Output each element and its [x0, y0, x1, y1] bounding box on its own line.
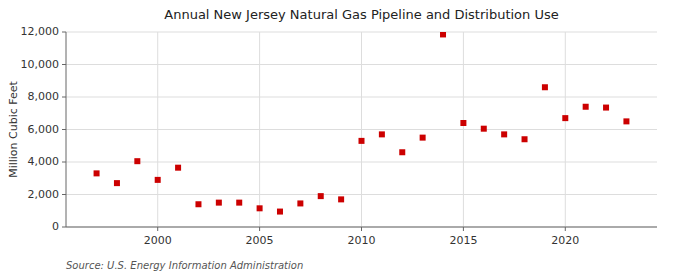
point: [481, 126, 487, 132]
point: [379, 131, 385, 137]
y-tick: [62, 162, 66, 163]
point: [542, 84, 548, 90]
point: [583, 104, 589, 110]
y-tick: [62, 97, 66, 98]
y-tick-label: 0: [52, 220, 59, 233]
y-tick: [62, 64, 66, 65]
x-tick-label: 2015: [449, 234, 477, 247]
y-tick-label: 6,000: [28, 123, 60, 136]
point: [501, 131, 507, 137]
x-grid-line: [361, 32, 362, 227]
x-grid-line: [565, 32, 566, 227]
y-tick-label: 10,000: [21, 58, 60, 71]
x-tick-label: 2005: [246, 234, 274, 247]
y-tick: [62, 129, 66, 130]
x-tick: [157, 227, 158, 231]
point: [195, 201, 201, 207]
x-axis-line: [66, 227, 657, 228]
x-tick: [361, 227, 362, 231]
y-tick: [62, 32, 66, 33]
x-tick-label: 2000: [144, 234, 172, 247]
x-tick-label: 2010: [348, 234, 376, 247]
point: [257, 205, 263, 211]
x-grid-line: [463, 32, 464, 227]
points: [94, 32, 630, 215]
y-tick: [62, 227, 66, 228]
point: [420, 135, 426, 141]
point: [603, 105, 609, 111]
point: [460, 120, 466, 126]
source-note: Source: U.S. Energy Information Administ…: [66, 260, 303, 271]
point: [134, 158, 140, 164]
point: [440, 32, 446, 37]
x-tick: [259, 227, 260, 231]
x-grid-line: [157, 32, 158, 227]
point: [623, 118, 629, 124]
chart: 0 2,000 4,000 6,000 8,000 10,000 12,000 2000 200…: [0, 0, 675, 275]
point: [114, 180, 120, 186]
point: [94, 170, 100, 176]
x-tick: [463, 227, 464, 231]
point: [297, 200, 303, 206]
point: [277, 209, 283, 215]
y-tick: [62, 194, 66, 195]
x-tick-label: 2020: [551, 234, 579, 247]
y-tick-label: 2,000: [28, 188, 60, 201]
point: [399, 149, 405, 155]
grid: [66, 32, 657, 227]
y-axis-label: Million Cubic Feet: [7, 80, 20, 177]
y-grid-line: [66, 227, 657, 228]
point: [175, 165, 181, 171]
x-grid-line: [259, 32, 260, 227]
axes: 0 2,000 4,000 6,000 8,000 10,000 12,000 2000 200…: [21, 25, 658, 247]
x-tick: [565, 227, 566, 231]
point: [338, 196, 344, 202]
y-tick-label: 12,000: [21, 25, 60, 38]
point: [522, 136, 528, 142]
y-tick-label: 8,000: [28, 90, 60, 103]
y-axis-line: [66, 32, 67, 227]
y-tick-label: 4,000: [28, 155, 60, 168]
point: [318, 193, 324, 199]
title: Annual New Jersey Natural Gas Pipeline a…: [164, 7, 558, 22]
point: [216, 200, 222, 206]
point: [155, 177, 161, 183]
point: [359, 138, 365, 144]
point: [562, 115, 568, 121]
point: [236, 200, 242, 206]
